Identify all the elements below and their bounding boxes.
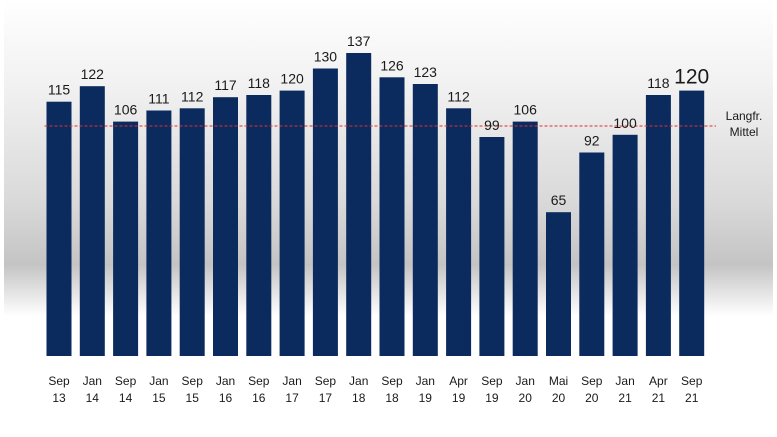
bar	[512, 121, 538, 356]
bar	[113, 121, 139, 356]
bar	[546, 212, 571, 356]
data-label: 120	[280, 71, 304, 87]
data-label: 112	[181, 88, 204, 104]
bar	[279, 90, 305, 356]
x-tick-label: Sep 13	[48, 374, 70, 405]
data-label: 118	[647, 75, 670, 91]
data-label: 126	[380, 57, 404, 73]
data-label: 130	[314, 49, 338, 65]
x-tick-label: Jan 16	[216, 374, 235, 405]
data-label: 92	[584, 133, 600, 149]
bar	[379, 77, 405, 357]
x-tick-label: Jan 18	[349, 374, 368, 405]
x-tick-label: Sep 17	[315, 374, 337, 405]
x-tick-label: Sep 21	[681, 374, 703, 405]
bar	[79, 86, 105, 356]
bar	[412, 84, 438, 356]
reference-line-label: Langfr. Mittel	[726, 109, 763, 139]
bar	[645, 95, 671, 356]
bar	[479, 137, 505, 356]
x-tick-label: Sep 18	[381, 374, 403, 405]
data-label: 137	[347, 33, 371, 49]
x-tick-label: Jan 21	[615, 374, 634, 405]
data-label: 111	[148, 91, 169, 107]
x-tick-label: Sep 14	[115, 374, 137, 405]
bar	[346, 53, 372, 356]
x-tick-label: Sep 19	[481, 374, 503, 405]
x-tick-label: Apr 19	[449, 374, 468, 405]
x-tick-label: Jan 20	[516, 374, 535, 405]
bar	[612, 134, 638, 356]
bar	[213, 97, 238, 356]
x-tick-label: Sep 20	[581, 374, 603, 405]
bar	[312, 68, 338, 356]
x-tick-label: Sep 15	[182, 374, 204, 405]
x-tick-label: Mai 20	[549, 374, 568, 405]
x-tick-label: Jan 19	[416, 374, 435, 405]
x-tick-label: Sep 16	[248, 374, 270, 405]
data-label: 120	[674, 66, 709, 89]
data-label: 106	[114, 102, 138, 118]
data-label: 112	[447, 88, 470, 104]
data-label: 123	[414, 64, 438, 80]
data-label: 118	[248, 75, 271, 91]
data-label: 122	[81, 66, 105, 82]
x-tick-label: Jan 17	[282, 374, 301, 405]
data-label: 65	[551, 192, 567, 208]
data-label: 99	[484, 117, 500, 133]
data-label: 115	[48, 82, 71, 98]
bar	[679, 90, 705, 356]
bar	[446, 108, 472, 356]
data-label: 106	[514, 102, 538, 118]
data-label: 100	[613, 115, 637, 131]
bar	[46, 101, 72, 356]
bar	[246, 95, 272, 356]
x-tick-label: Apr 21	[649, 374, 668, 405]
x-tick-label: Jan 14	[83, 374, 102, 405]
bar	[179, 108, 205, 356]
data-label: 117	[214, 77, 237, 93]
bar	[579, 152, 605, 356]
bar	[146, 110, 172, 356]
x-tick-label: Jan 15	[149, 374, 168, 405]
